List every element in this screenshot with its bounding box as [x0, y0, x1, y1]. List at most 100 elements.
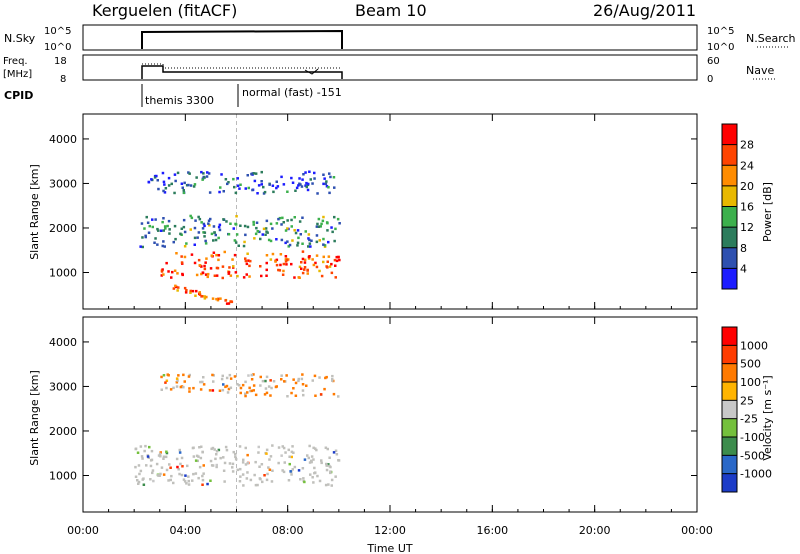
power-cell: [160, 270, 164, 273]
power-cell: [318, 269, 321, 273]
velocity-cell: [213, 448, 216, 451]
velocity-cell: [137, 482, 140, 485]
power-cell: [325, 265, 328, 268]
power-cell: [144, 235, 147, 239]
velocity-cell: [325, 468, 329, 472]
power-cell: [185, 242, 188, 245]
velocity-cell: [263, 393, 267, 396]
velocity-cell: [201, 478, 205, 482]
velocity-cell: [165, 386, 168, 390]
power-cell: [161, 268, 164, 271]
power-cell: [211, 297, 215, 300]
power-cell: [267, 238, 271, 242]
power-cell: [258, 230, 261, 234]
power-cell: [323, 245, 327, 248]
power-cell: [316, 192, 319, 195]
power-cell: [189, 214, 192, 218]
power-cell: [257, 184, 261, 187]
velocity-cell: [265, 375, 269, 379]
power-cell: [291, 181, 295, 184]
power-cell: [164, 227, 167, 230]
velocity-cell: [150, 458, 154, 462]
power-cell: [271, 252, 275, 256]
power-cell: [207, 222, 210, 225]
power-cell: [143, 227, 146, 230]
velocity-cell: [299, 478, 302, 481]
power-cell: [179, 232, 182, 236]
velocity-cell: [139, 469, 143, 473]
power-cell: [163, 191, 167, 194]
power-cell: [297, 184, 300, 187]
velocity-cell: [324, 376, 327, 380]
velocity-cell: [332, 451, 336, 454]
velocity-panel: 1000 2000 3000 4000 Slant Range [km] 1000 50…: [28, 316, 774, 513]
power-cell: [181, 272, 184, 276]
power-cell: [301, 242, 304, 245]
velocity-cell: [297, 379, 300, 383]
power-cell: [189, 184, 193, 187]
power-cell: [281, 216, 284, 220]
power-cell: [176, 289, 179, 292]
power-cell: [319, 225, 322, 228]
power-cell: [206, 171, 209, 174]
velocity-cell: [175, 377, 179, 380]
power-cell: [299, 183, 302, 186]
power-cell: [217, 297, 220, 301]
velocity-plot-area: [134, 317, 341, 512]
power-cell: [147, 180, 151, 184]
velocity-cell: [145, 464, 148, 467]
velocity-cell: [143, 449, 146, 453]
power-cell: [277, 217, 280, 221]
power-cell: [279, 263, 282, 267]
power-cell: [200, 221, 203, 224]
power-cell: [246, 225, 250, 229]
power-cell: [307, 237, 310, 240]
velocity-cell: [221, 388, 225, 392]
power-cell: [286, 240, 289, 243]
power-cell: [200, 170, 203, 174]
power-cell: [141, 236, 144, 239]
power-cell: [192, 185, 196, 188]
power-cell: [298, 177, 301, 180]
velocity-cell: [320, 459, 323, 462]
velocity-cell: [159, 455, 162, 458]
power-cell: [334, 276, 337, 279]
velocity-cell: [144, 444, 147, 448]
velocity-cell: [194, 459, 198, 462]
velocity-cell: [244, 446, 247, 450]
velocity-cell: [254, 483, 258, 487]
power-cell: [298, 276, 301, 279]
power-cell: [200, 295, 204, 298]
power-cell: [305, 185, 308, 189]
time-tick-label: 00:00: [681, 524, 713, 537]
power-cell: [259, 265, 262, 268]
power-cell: [268, 183, 271, 186]
velocity-cell: [250, 373, 253, 377]
power-cell: [181, 186, 184, 189]
power-cell: [262, 185, 265, 189]
velocity-cell: [150, 449, 154, 453]
power-cell: [271, 227, 274, 230]
velocity-cell: [267, 385, 271, 388]
power-cell: [183, 286, 187, 290]
velocity-cell: [288, 455, 291, 458]
power-cell: [322, 260, 325, 264]
power-cell: [164, 187, 168, 190]
velocity-cell: [334, 475, 337, 478]
velocity-cell: [167, 479, 170, 482]
velocity-cell: [246, 391, 249, 394]
power-cell: [322, 255, 325, 259]
velocity-cell: [318, 479, 322, 483]
velocity-cell: [283, 380, 286, 383]
power-cell: [287, 245, 290, 248]
power-cell: [325, 221, 329, 224]
power-cell: [242, 244, 246, 248]
power-cell: [301, 178, 304, 181]
power-cell: [303, 266, 307, 269]
power-cell: [335, 255, 338, 259]
power-cell: [307, 233, 311, 236]
power-cell: [308, 242, 312, 245]
velocity-cell: [264, 379, 267, 383]
velocity-cell: [197, 455, 200, 458]
power-cell: [245, 273, 248, 276]
